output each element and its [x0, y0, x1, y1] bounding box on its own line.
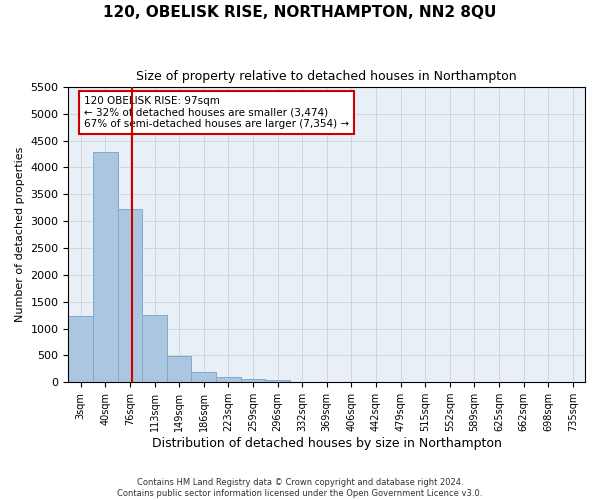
Bar: [68, 316, 93, 382]
Y-axis label: Number of detached properties: Number of detached properties: [15, 147, 25, 322]
Bar: [93, 152, 118, 382]
Bar: [265, 380, 290, 382]
Bar: [167, 356, 191, 382]
Text: Contains HM Land Registry data © Crown copyright and database right 2024.
Contai: Contains HM Land Registry data © Crown c…: [118, 478, 482, 498]
Text: 120, OBELISK RISE, NORTHAMPTON, NN2 8QU: 120, OBELISK RISE, NORTHAMPTON, NN2 8QU: [103, 5, 497, 20]
Bar: [191, 372, 216, 382]
Bar: [216, 377, 241, 382]
Bar: [241, 378, 265, 382]
Bar: [142, 314, 167, 382]
Title: Size of property relative to detached houses in Northampton: Size of property relative to detached ho…: [136, 70, 517, 83]
X-axis label: Distribution of detached houses by size in Northampton: Distribution of detached houses by size …: [152, 437, 502, 450]
Text: 120 OBELISK RISE: 97sqm
← 32% of detached houses are smaller (3,474)
67% of semi: 120 OBELISK RISE: 97sqm ← 32% of detache…: [84, 96, 349, 129]
Bar: [118, 210, 142, 382]
